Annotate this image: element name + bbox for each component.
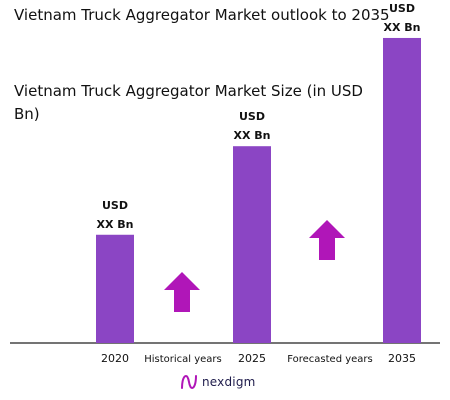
bar-2025 [233, 146, 271, 343]
nexdigm-logo: nexdigm [180, 372, 256, 392]
bar-value-label: XX Bn [233, 129, 270, 142]
chart-title: Vietnam Truck Aggregator Market Size (in… [14, 82, 363, 123]
nexdigm-logo-icon [181, 374, 197, 390]
page-title: Vietnam Truck Aggregator Market outlook … [14, 6, 390, 24]
x-tick-label-2020: 2020 [101, 352, 129, 365]
period-label: Historical years [144, 354, 222, 365]
bar-value-label: XX Bn [383, 21, 420, 34]
nexdigm-logo-text: nexdigm [202, 375, 256, 389]
up-arrow-icon [164, 272, 200, 312]
x-tick-label-2025: 2025 [238, 352, 266, 365]
bar-value-label: USD [389, 2, 415, 15]
bar-2035 [383, 37, 421, 344]
bar-value-label: USD [102, 199, 128, 212]
x-tick-label-2035: 2035 [388, 352, 416, 365]
bar-value-label: XX Bn [96, 218, 133, 231]
up-arrow-icon [309, 220, 345, 260]
bar-2020 [96, 234, 134, 343]
period-label: Forecasted years [287, 354, 373, 365]
bar-value-label: USD [239, 110, 265, 123]
